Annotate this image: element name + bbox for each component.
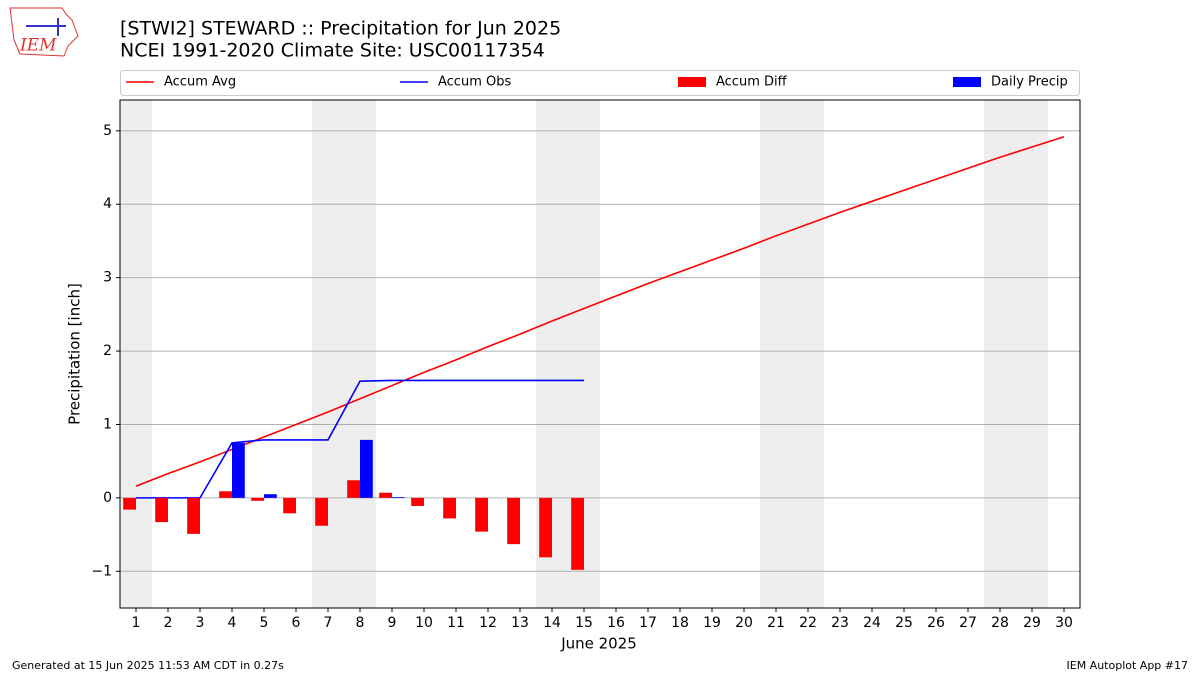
weekend-shade (984, 100, 1048, 608)
bar (219, 491, 232, 498)
bar (571, 497, 584, 570)
bar (315, 497, 328, 526)
x-tick-label: 27 (959, 615, 977, 631)
x-tick-label: 14 (543, 615, 561, 631)
x-tick-label: 28 (991, 615, 1009, 631)
x-tick-label: 3 (196, 615, 205, 631)
bar (347, 480, 360, 498)
x-tick-label: 30 (1055, 615, 1073, 631)
y-tick-label: 3 (103, 270, 112, 286)
bar (379, 492, 392, 498)
bar (251, 497, 264, 501)
legend (120, 70, 1080, 96)
x-tick-label: 10 (415, 615, 433, 631)
y-tick-label: 4 (103, 196, 112, 212)
x-tick-label: 24 (863, 615, 881, 631)
weekend-shade (312, 100, 376, 608)
x-tick-label: 13 (511, 615, 529, 631)
x-tick-label: 6 (292, 615, 301, 631)
footer-left: Generated at 15 Jun 2025 11:53 AM CDT in… (12, 659, 284, 672)
y-tick-label: −1 (91, 563, 112, 579)
bar (264, 494, 277, 498)
line-series (136, 379, 584, 499)
bar (507, 497, 520, 545)
y-tick-label: 2 (103, 343, 112, 359)
bar (411, 497, 424, 506)
bar (123, 497, 136, 510)
x-tick-label: 12 (479, 615, 497, 631)
x-tick-label: 7 (324, 615, 333, 631)
y-axis-label: Precipitation [inch] (66, 283, 84, 425)
legend-swatch (953, 77, 981, 87)
x-tick-label: 18 (671, 615, 689, 631)
bar (283, 497, 296, 514)
x-tick-label: 2 (164, 615, 173, 631)
chart-subtitle: NCEI 1991-2020 Climate Site: USC00117354 (120, 40, 545, 62)
x-tick-label: 17 (639, 615, 657, 631)
logo-text: IEM (19, 36, 57, 56)
bar (187, 497, 200, 534)
bar (392, 497, 405, 498)
x-tick-label: 1 (132, 615, 141, 631)
legend-label: Accum Obs (438, 75, 511, 90)
x-tick-label: 15 (575, 615, 593, 631)
x-tick-label: 23 (831, 615, 849, 631)
legend-label: Daily Precip (991, 75, 1068, 90)
x-tick-label: 4 (228, 615, 237, 631)
x-axis-label: June 2025 (560, 635, 637, 653)
bar (475, 497, 488, 532)
bar (360, 439, 373, 498)
x-tick-label: 21 (767, 615, 785, 631)
chart-title: [STWI2] STEWARD :: Precipitation for Jun… (120, 18, 561, 40)
line-series (135, 135, 1065, 487)
logo: IEM (9, 7, 79, 57)
legend-label: Accum Diff (716, 75, 788, 90)
x-tick-label: 11 (447, 615, 465, 631)
x-tick-label: 20 (735, 615, 753, 631)
legend-swatch (678, 77, 706, 87)
y-tick-label: 1 (103, 416, 112, 432)
footer-right: IEM Autoplot App #17 (1067, 659, 1189, 672)
plot-frame (119, 99, 1081, 609)
bar (539, 497, 552, 558)
y-tick-label: 0 (103, 490, 112, 506)
legend-label: Accum Avg (164, 75, 236, 90)
bar (443, 497, 456, 519)
x-tick-label: 8 (356, 615, 365, 631)
x-tick-label: 29 (1023, 615, 1041, 631)
x-tick-label: 25 (895, 615, 913, 631)
bar (155, 497, 168, 523)
x-tick-label: 22 (799, 615, 817, 631)
weekend-shade (760, 100, 824, 608)
x-tick-label: 19 (703, 615, 721, 631)
x-tick-label: 9 (388, 615, 397, 631)
bar (232, 442, 245, 498)
x-tick-label: 26 (927, 615, 945, 631)
weekend-shade (120, 100, 152, 608)
y-tick-label: 5 (103, 123, 112, 139)
x-tick-label: 5 (260, 615, 269, 631)
x-tick-label: 16 (607, 615, 625, 631)
